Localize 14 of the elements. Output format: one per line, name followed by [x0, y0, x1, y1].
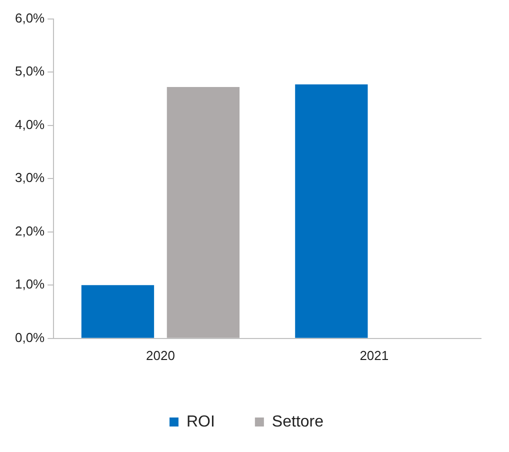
bar [166, 86, 240, 338]
y-tick-label: 0,0% [14, 330, 46, 345]
bar [295, 84, 368, 338]
x-tick-label: 2020 [146, 348, 175, 363]
bar [81, 285, 154, 338]
y-tick-label: 5,0% [14, 64, 46, 79]
legend-label: ROI [186, 413, 215, 430]
x-tick-label: 2021 [360, 348, 389, 363]
y-tick-label: 4,0% [14, 116, 46, 132]
y-tick-label: 3,0% [14, 170, 46, 186]
y-tick-label: 1,0% [14, 276, 46, 292]
y-tick-label: 2,0% [14, 223, 46, 238]
legend-label: Settore [272, 413, 324, 430]
y-tick-label: 6,0% [14, 10, 46, 26]
